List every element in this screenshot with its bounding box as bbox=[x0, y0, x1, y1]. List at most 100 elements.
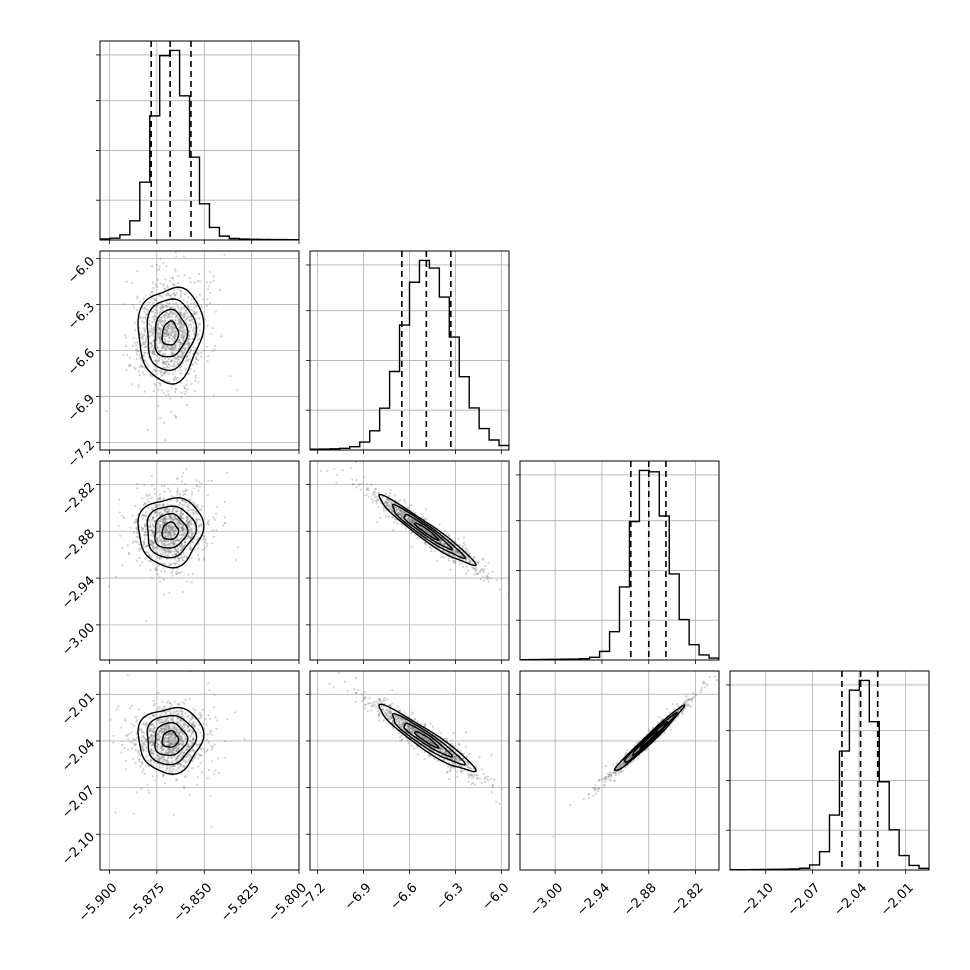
sample-point bbox=[406, 518, 410, 521]
sample-point bbox=[183, 726, 186, 729]
sample-point bbox=[178, 311, 181, 314]
sample-point bbox=[162, 727, 166, 731]
sample-point bbox=[178, 366, 181, 369]
sample-point bbox=[165, 508, 168, 511]
sample-point bbox=[166, 345, 169, 348]
sample-point bbox=[165, 305, 168, 308]
sample-point bbox=[158, 556, 161, 559]
sample-point bbox=[150, 740, 153, 744]
sample-point bbox=[197, 518, 200, 521]
sample-point bbox=[151, 523, 154, 526]
sample-point bbox=[169, 517, 172, 520]
sample-point bbox=[178, 338, 181, 341]
sample-point bbox=[141, 770, 144, 773]
sample-point bbox=[156, 278, 159, 281]
sample-point bbox=[132, 531, 136, 534]
sample-point bbox=[180, 553, 183, 556]
sample-point bbox=[391, 502, 394, 505]
sample-point bbox=[207, 714, 210, 717]
sample-point bbox=[172, 362, 175, 365]
sample-point bbox=[200, 771, 204, 774]
sample-point bbox=[162, 543, 165, 546]
sample-point bbox=[160, 526, 163, 530]
sample-point bbox=[431, 742, 435, 745]
sample-point bbox=[459, 765, 462, 768]
sample-point bbox=[158, 342, 161, 345]
sample-point bbox=[168, 336, 171, 339]
sample-point bbox=[165, 330, 168, 333]
sample-point bbox=[180, 292, 183, 295]
sample-point bbox=[324, 457, 326, 459]
sample-point bbox=[180, 526, 183, 529]
sample-point bbox=[147, 500, 150, 504]
sample-point bbox=[181, 513, 184, 516]
sample-point bbox=[413, 519, 416, 523]
x-tick-label: −5.825 bbox=[218, 880, 263, 925]
sample-point bbox=[183, 723, 186, 726]
sample-point bbox=[175, 747, 178, 751]
sample-point bbox=[173, 553, 176, 556]
sample-point bbox=[135, 559, 139, 563]
sample-point bbox=[165, 549, 168, 552]
sample-point bbox=[168, 525, 171, 528]
sample-point bbox=[150, 342, 153, 345]
sample-point bbox=[164, 544, 167, 547]
sample-point bbox=[382, 507, 385, 510]
sample-point bbox=[184, 369, 187, 372]
sample-point bbox=[453, 756, 456, 759]
sample-point bbox=[170, 704, 173, 707]
sample-point bbox=[174, 302, 178, 305]
sample-point bbox=[470, 560, 473, 563]
sample-point bbox=[172, 543, 175, 546]
sample-point bbox=[150, 733, 153, 737]
sample-point bbox=[456, 550, 460, 554]
sample-point bbox=[155, 546, 159, 549]
sample-point bbox=[142, 316, 145, 319]
sample-point bbox=[180, 351, 183, 354]
sample-point bbox=[464, 547, 468, 550]
sample-point bbox=[153, 320, 156, 323]
sample-point bbox=[486, 574, 489, 577]
sample-point bbox=[190, 557, 193, 560]
sample-point bbox=[182, 490, 185, 493]
sample-point bbox=[172, 726, 175, 729]
sample-point bbox=[421, 515, 424, 519]
sample-point bbox=[158, 731, 161, 735]
sample-point bbox=[161, 346, 165, 349]
sample-point bbox=[176, 282, 179, 285]
sample-point bbox=[163, 538, 166, 542]
sample-point bbox=[141, 742, 144, 745]
sample-point bbox=[170, 743, 173, 746]
sample-point bbox=[148, 323, 151, 326]
sample-point bbox=[174, 529, 177, 532]
contour-level-2 bbox=[391, 503, 466, 560]
sample-point bbox=[171, 327, 175, 330]
sample-point bbox=[182, 313, 185, 316]
sample-point bbox=[148, 331, 151, 334]
sample-point bbox=[138, 374, 141, 377]
sample-point bbox=[162, 578, 165, 581]
sample-point bbox=[474, 765, 478, 769]
sample-point bbox=[156, 510, 159, 513]
sample-point bbox=[165, 529, 168, 533]
sample-point bbox=[163, 758, 166, 761]
sample-point bbox=[157, 319, 160, 322]
sample-point bbox=[390, 716, 393, 720]
sample-point bbox=[209, 281, 212, 284]
sample-point bbox=[190, 581, 193, 584]
sample-point bbox=[145, 722, 148, 725]
sample-point bbox=[182, 739, 185, 743]
sample-point bbox=[176, 746, 179, 750]
sample-point bbox=[206, 522, 209, 525]
sample-point bbox=[165, 750, 168, 753]
sample-point bbox=[191, 767, 194, 770]
sample-point bbox=[142, 747, 145, 750]
sample-point bbox=[174, 251, 177, 254]
sample-point bbox=[400, 719, 403, 722]
sample-point bbox=[141, 365, 144, 368]
sample-point bbox=[162, 360, 166, 364]
sample-point bbox=[166, 286, 170, 289]
sample-point bbox=[182, 555, 185, 558]
sample-point bbox=[194, 313, 197, 316]
sample-point bbox=[158, 747, 161, 750]
